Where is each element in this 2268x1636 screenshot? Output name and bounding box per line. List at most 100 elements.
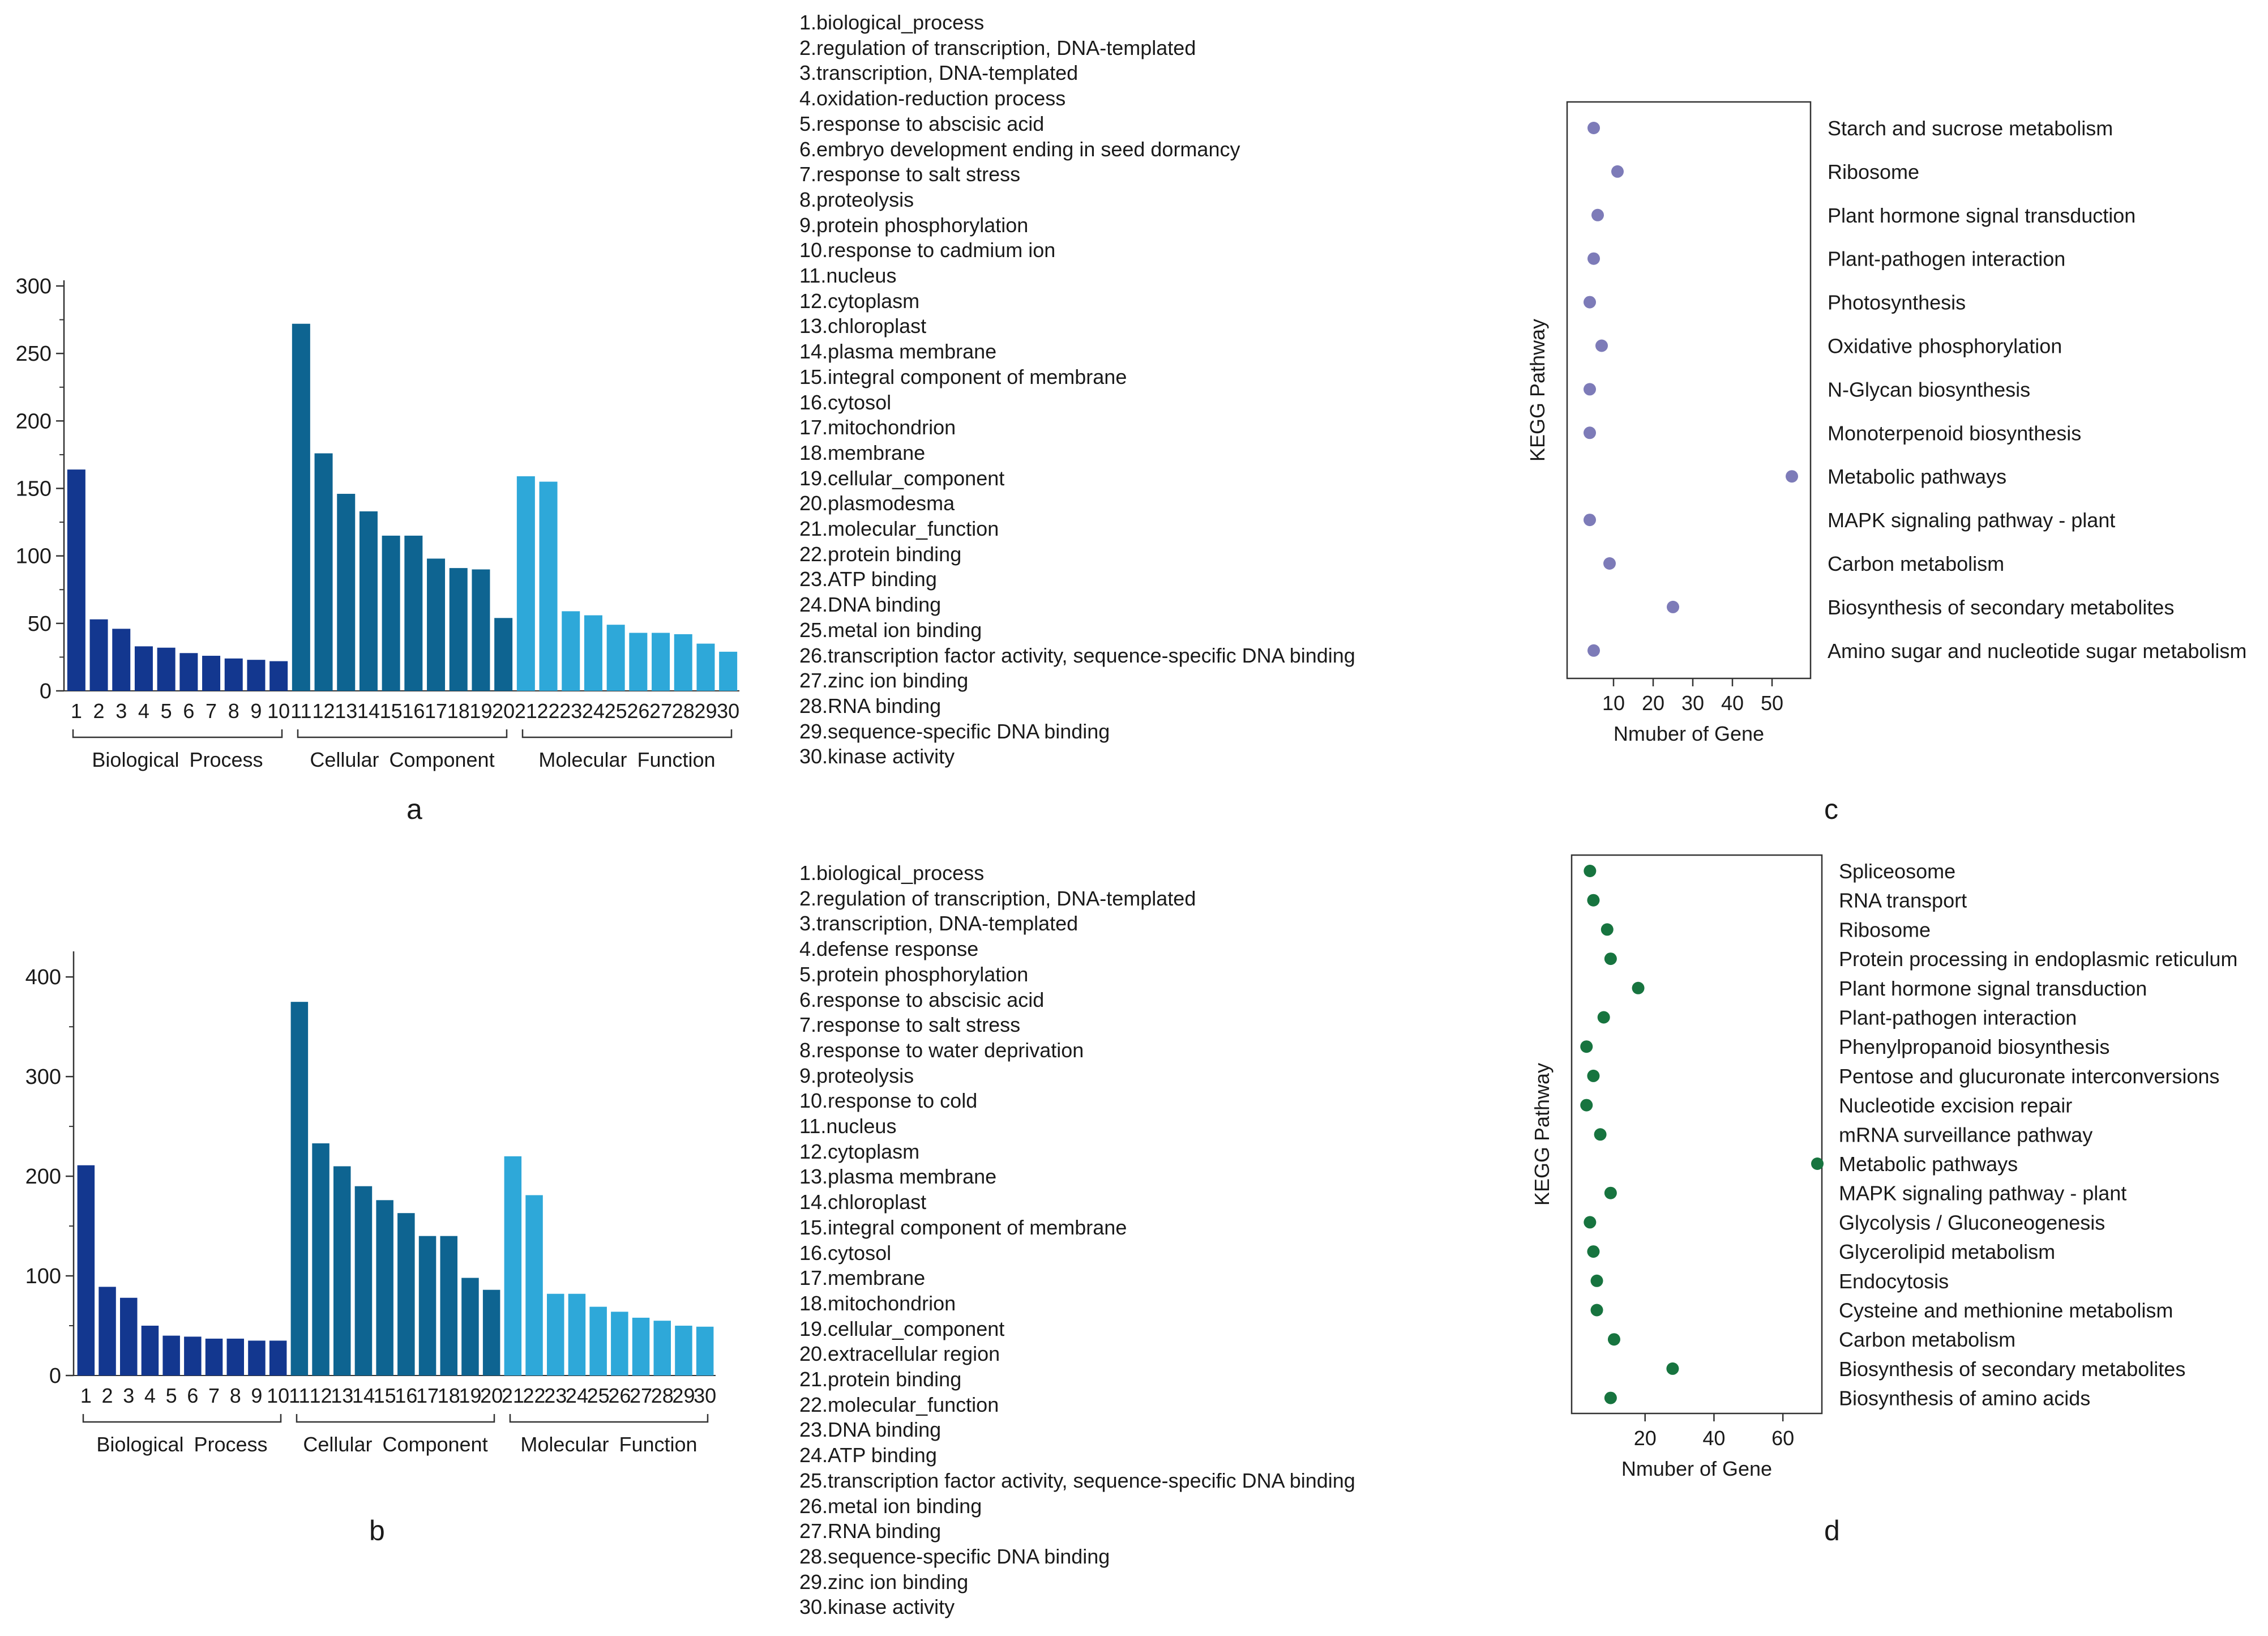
bar [67, 469, 85, 691]
y-axis-title: KEGG Pathway [1530, 1063, 1554, 1206]
data-point [1584, 1216, 1597, 1229]
legend-item: 2.regulation of transcription, DNA-templ… [799, 36, 1196, 59]
panel-label-b: b [369, 1515, 385, 1547]
x-tick-label: 40 [1702, 1426, 1725, 1450]
x-tick-label: 16 [395, 1384, 417, 1407]
bar [290, 1002, 309, 1376]
bar [516, 476, 535, 691]
bar [248, 1340, 266, 1376]
data-point [1584, 296, 1596, 309]
bar [611, 1312, 628, 1376]
bar [675, 1326, 692, 1376]
pathway-label: MAPK signaling pathway - plant [1828, 509, 2115, 532]
bar [606, 625, 625, 691]
bar [652, 633, 670, 691]
x-tick-label: 7 [206, 699, 217, 723]
bar [461, 1278, 479, 1376]
data-point [1811, 1157, 1824, 1170]
legend-item: 9.proteolysis [799, 1063, 914, 1087]
x-tick-label: 25 [605, 699, 627, 723]
x-tick-label: 4 [144, 1384, 156, 1407]
x-tick-label: 9 [250, 699, 262, 723]
group-label: Cellular Component [303, 1433, 487, 1456]
pathway-label: Biosynthesis of secondary metabolites [1839, 1357, 2185, 1381]
bar [77, 1165, 95, 1376]
bar [472, 569, 490, 691]
legend-item: 7.response to salt stress [799, 163, 1021, 186]
data-point [1580, 1040, 1593, 1053]
x-tick-label: 15 [374, 1384, 396, 1407]
data-point [1667, 600, 1679, 613]
group-label: Molecular Function [538, 748, 715, 771]
pathway-label: Biosynthesis of amino acids [1839, 1387, 2090, 1410]
x-tick-label: 29 [694, 699, 717, 723]
data-point [1601, 923, 1614, 936]
x-tick-label: 17 [416, 1384, 439, 1407]
legend-item: 15.integral component of membrane [799, 1215, 1127, 1239]
bar [539, 481, 558, 691]
x-tick-label: 8 [228, 699, 239, 723]
legend-item: 19.cellular_component [799, 1317, 1005, 1340]
x-tick-label: 28 [651, 1384, 674, 1407]
legend-item: 12.cytoplasm [799, 1139, 920, 1163]
bar [584, 615, 602, 691]
x-tick-label: 23 [544, 1384, 567, 1407]
x-tick-label: 22 [523, 1384, 546, 1407]
x-tick-label: 30 [694, 1384, 716, 1407]
group-bracket [509, 1414, 709, 1423]
x-tick-label: 10 [267, 1384, 289, 1407]
pathway-label: Plant-pathogen interaction [1839, 1006, 2077, 1030]
x-tick-label: 18 [438, 1384, 460, 1407]
y-tick-label: 100 [16, 545, 52, 569]
legend-item: 13.plasma membrane [799, 1165, 997, 1189]
x-tick-label: 20 [1634, 1426, 1657, 1450]
pathway-label: mRNA surveillance pathway [1839, 1123, 2092, 1146]
x-tick-label: 13 [331, 1384, 353, 1407]
x-tick-label: 30 [717, 699, 739, 723]
bar [696, 643, 715, 691]
legend-item: 9.protein phosphorylation [799, 213, 1029, 237]
legend-item: 30.kinase activity [799, 1595, 955, 1619]
data-point [1587, 1245, 1600, 1258]
x-tick-label: 27 [649, 699, 672, 723]
pathway-label: Nucleotide excision repair [1839, 1094, 2072, 1117]
legend-item: 19.cellular_component [799, 466, 1005, 490]
group-bracket [72, 729, 283, 738]
legend-item: 10.response to cold [799, 1089, 978, 1113]
bar [696, 1326, 714, 1376]
x-tick-label: 2 [93, 699, 105, 723]
x-tick-label: 10 [267, 699, 290, 723]
bar [312, 1143, 329, 1376]
pathway-label: Metabolic pathways [1828, 465, 2006, 488]
data-point [1666, 1362, 1679, 1375]
legend-item: 18.mitochondrion [799, 1291, 956, 1315]
x-tick-label: 10 [1602, 691, 1625, 715]
plot-frame [1571, 854, 1823, 1415]
legend-item: 25.transcription factor activity, sequen… [799, 1468, 1355, 1492]
x-tick-label: 9 [251, 1384, 262, 1407]
x-axis-title: Nmuber of Gene [1621, 1457, 1772, 1480]
pathway-label: Amino sugar and nucleotide sugar metabol… [1828, 639, 2246, 663]
legend-item: 27.zinc ion binding [799, 669, 969, 693]
bar [269, 661, 288, 691]
y-tick-label: 150 [16, 477, 52, 501]
bar [99, 1287, 116, 1376]
y-tick-label: 400 [25, 966, 61, 989]
y-tick-label: 300 [25, 1065, 61, 1089]
pathway-label: Starch and sucrose metabolism [1828, 117, 2113, 140]
data-point [1580, 1099, 1593, 1112]
y-tick-label: 250 [16, 342, 52, 366]
legend-item: 20.plasmodesma [799, 492, 955, 515]
x-tick-label: 30 [1681, 691, 1704, 715]
chart-c-svg: 10 20 30 40 50 Nmuber of Gene KEGG Pathway Star… [1526, 101, 2246, 745]
bar [568, 1293, 586, 1376]
bar [562, 611, 580, 691]
x-tick-label: 1 [71, 699, 82, 723]
pathway-label: Glycolysis / Gluconeogenesis [1839, 1211, 2105, 1234]
data-point [1587, 252, 1600, 265]
y-axis-title: KEGG Pathway [1526, 319, 1549, 462]
legend-item: 2.regulation of transcription, DNA-templ… [799, 886, 1196, 910]
x-tick-label: 22 [537, 699, 560, 723]
x-tick-label: 26 [627, 699, 649, 723]
